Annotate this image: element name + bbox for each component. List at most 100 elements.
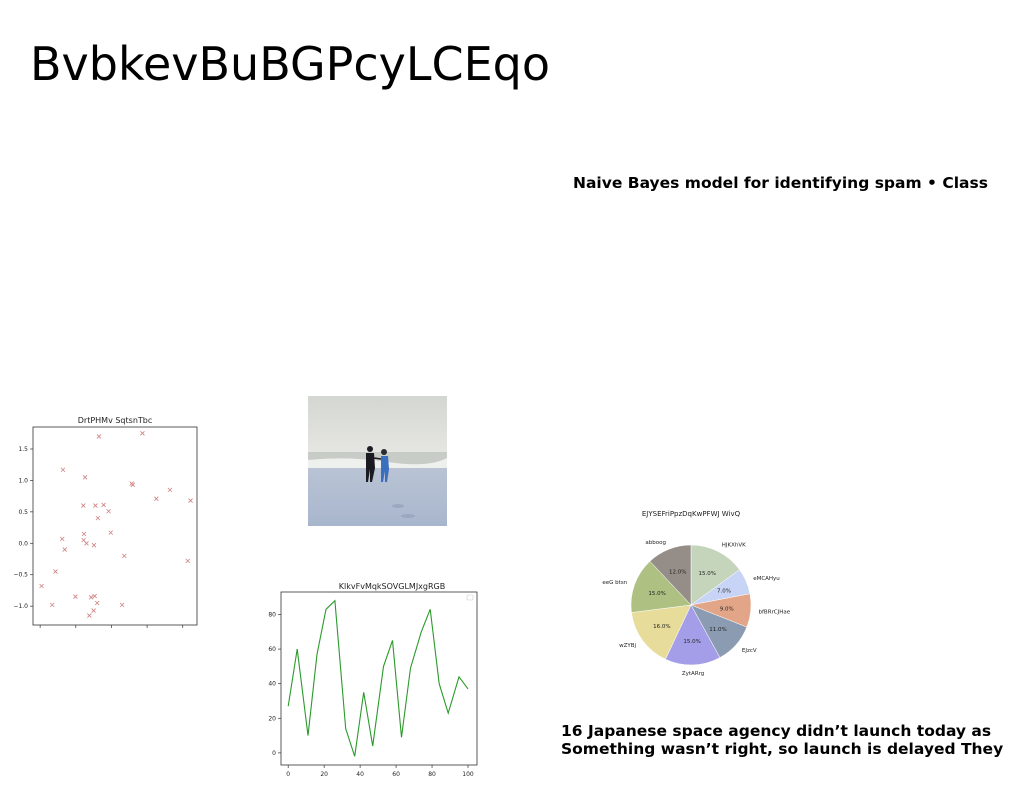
scatter-point-stroke (39, 583, 44, 589)
scatter-point (121, 553, 127, 559)
line-y-tick-label: 0 (272, 750, 276, 757)
line-series (287, 599, 469, 757)
scatter-point (88, 595, 94, 600)
scatter-point-stroke (108, 530, 114, 535)
pie-slice-label: abboog (645, 540, 666, 546)
scatter-y-tick-label: 0.0 (18, 540, 28, 547)
line-y-tick-label: 80 (268, 611, 276, 618)
scatter-y-tick-label: −1.0 (13, 603, 28, 610)
scatter-point (167, 487, 173, 493)
scatter-chart: DrtPHMv SqtsnTbc −2−1012−1.0−0.50.00.51.… (13, 416, 198, 628)
line-x-tick-label: 20 (320, 771, 328, 778)
caption-line-1: 16 Japanese space agency didn’t launch t… (561, 722, 992, 740)
scatter-point-stroke (84, 541, 89, 546)
subtitle-text: Naive Bayes model for identifying spam •… (573, 174, 988, 192)
scatter-point-stroke (49, 602, 55, 608)
scatter-point (95, 515, 101, 521)
scatter-point-stroke (91, 608, 96, 613)
line-x-tick-label: 60 (392, 771, 400, 778)
scatter-point (188, 498, 193, 503)
scatter-y-tick-label: 1.0 (18, 477, 28, 484)
scatter-point (101, 502, 106, 508)
caption-text: 16 Japanese space agency didn’t launch t… (561, 722, 1003, 758)
scatter-point-stroke (87, 613, 92, 618)
pie-slice-percent: 11.0% (709, 627, 726, 633)
pie-slice (665, 604, 721, 666)
scatter-point-stroke (140, 431, 145, 436)
pie-slice-label: HJKXhVK (722, 543, 746, 549)
scatter-point (93, 503, 98, 508)
pie-slice-percent: 9.0% (720, 606, 734, 612)
scatter-point (49, 602, 55, 608)
line-title: KlkvFvMqkSOVGLMJxgRGB (339, 582, 445, 591)
pie-slice-percent: 12.0% (669, 570, 686, 576)
pie-slice-label: bfBRrCJHae (759, 609, 791, 615)
scatter-point-stroke (106, 508, 111, 514)
pie-slice (631, 604, 692, 660)
scatter-point-stroke (59, 536, 65, 542)
line-x-tick-label: 0 (286, 771, 290, 778)
pie-slice-percent: 15.0% (648, 591, 665, 597)
scatter-point-stroke (91, 542, 97, 548)
scatter-point-stroke (82, 475, 88, 480)
beach-couple-photo (308, 396, 447, 526)
line-axes-frame (280, 591, 478, 766)
scatter-axes-frame (32, 426, 198, 626)
line-y-tick-label: 40 (268, 681, 276, 688)
scatter-point-stroke (154, 496, 159, 501)
pie-marks: 15.0% HJKXhVK 7.0% eMCAHyu 9.0% bfBRrCJHae 11.… (602, 540, 790, 677)
scatter-point (59, 536, 65, 542)
pie-slice-percent: 7.0% (717, 589, 731, 595)
scatter-point (92, 593, 97, 599)
scatter-point-stroke (121, 553, 127, 559)
scatter-point (94, 600, 100, 606)
scatter-point-stroke (188, 498, 193, 503)
scatter-title: DrtPHMv SqtsnTbc (78, 416, 153, 425)
scatter-point (91, 608, 96, 613)
scatter-point-stroke (119, 602, 125, 608)
scatter-point (140, 431, 145, 436)
pie-slice-percent: 15.0% (699, 571, 716, 577)
scatter-y-tick-label: −0.5 (13, 572, 28, 579)
pie-chart: EJYSEFriPpzDqKwPFWJ WivQ 15.0% HJKXhVK 7.0… (602, 510, 790, 677)
line-y-tick-label: 20 (268, 715, 276, 722)
scatter-y-tick-label: 1.5 (18, 446, 28, 453)
scatter-point-stroke (167, 487, 173, 493)
line-chart: KlkvFvMqkSOVGLMJxgRGB 0 20 40 60 80 100 0 20 40 6… (268, 582, 478, 778)
scatter-point (130, 482, 136, 488)
line-x-tick-label: 40 (356, 771, 364, 778)
scatter-marks: −2−1012−1.0−0.50.00.51.01.5 (13, 431, 193, 628)
pie-title: EJYSEFriPpzDqKwPFWJ WivQ (642, 510, 741, 518)
scatter-point (39, 583, 44, 589)
pie-slice-percent: 16.0% (653, 624, 670, 630)
scatter-point-stroke (62, 547, 68, 552)
scatter-point (84, 541, 89, 546)
scatter-point-stroke (80, 503, 86, 508)
pie-slice-label: ZytARrg (682, 671, 704, 677)
scatter-point-stroke (130, 482, 136, 488)
scatter-point (53, 569, 58, 574)
scatter-point (119, 602, 125, 608)
scatter-y-tick-label: 0.5 (18, 509, 28, 516)
scatter-point (80, 503, 86, 508)
scatter-point-stroke (96, 434, 102, 439)
scatter-point (106, 508, 111, 514)
line-legend-box (466, 594, 474, 601)
scatter-point-stroke (92, 593, 97, 599)
scatter-point (108, 530, 114, 535)
scatter-point-stroke (81, 537, 86, 543)
page-title: BvbkevBuBGPcyLCEqo (30, 37, 551, 91)
line-marks: 0 20 40 60 80 100 0 20 40 60 80 (268, 594, 474, 778)
pie-slice-label: eeG btsn (602, 580, 627, 586)
line-x-tick-label: 100 (462, 771, 474, 778)
scatter-point (185, 558, 191, 564)
pie-slice-label: EJzcV (742, 648, 757, 654)
scatter-point-stroke (73, 594, 78, 599)
pie-slice-percent: 15.0% (683, 639, 700, 645)
scatter-point-stroke (53, 569, 58, 574)
scatter-point (91, 542, 97, 548)
scatter-point (154, 496, 159, 501)
pie-slice-label: wZYBj (619, 643, 636, 649)
line-y-tick-label: 60 (268, 646, 276, 653)
scatter-point (73, 594, 78, 599)
